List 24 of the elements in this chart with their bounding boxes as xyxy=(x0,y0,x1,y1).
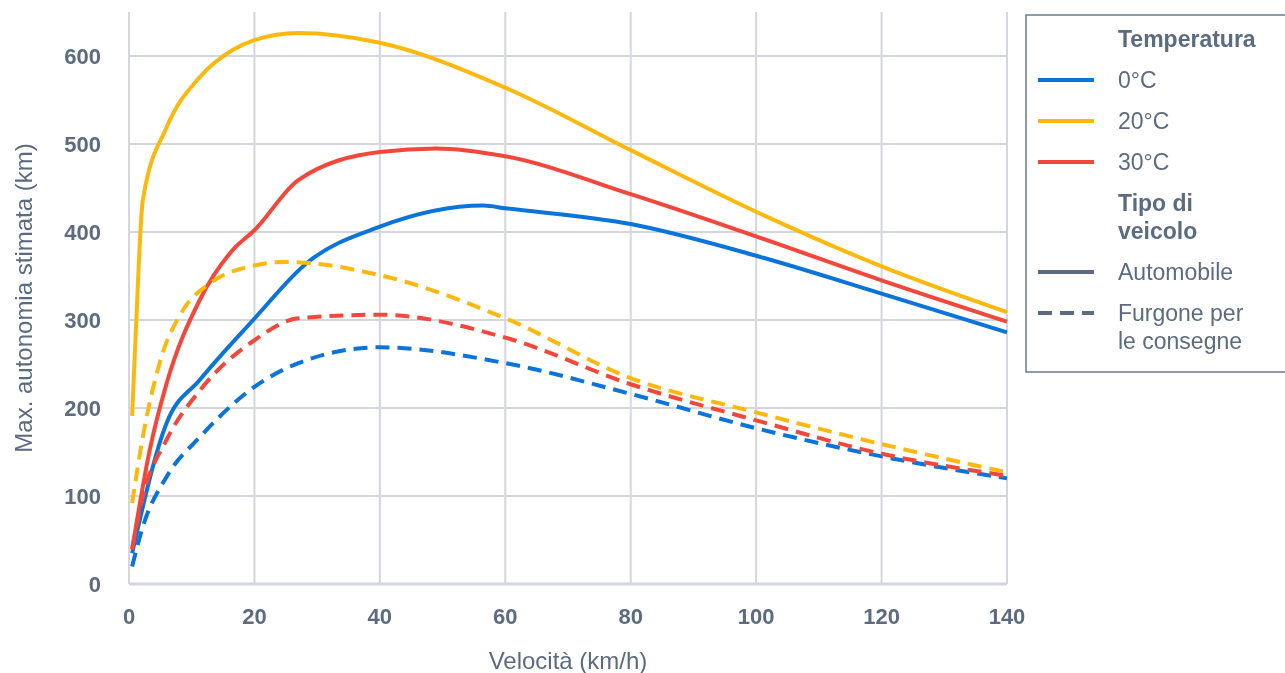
y-tick-label: 500 xyxy=(64,131,101,157)
y-tick-label: 400 xyxy=(64,219,101,245)
legend-title: Temperatura xyxy=(1118,26,1256,53)
text: Furgone per le consegne xyxy=(1118,300,1244,354)
y-tick-label: 0 xyxy=(88,571,101,597)
y-tick-label: 300 xyxy=(64,307,101,333)
y-tick-label: 200 xyxy=(64,395,101,421)
x-tick-label: 100 xyxy=(737,604,775,629)
y-axis-title: Max. autonomia stimata (km) xyxy=(10,143,37,453)
x-tick-label: 120 xyxy=(863,604,900,629)
y-tick-label: 600 xyxy=(64,43,101,69)
legend-label: 20°C xyxy=(1118,108,1170,135)
x-tick-label: 80 xyxy=(618,604,643,629)
x-tick-label: 20 xyxy=(242,604,267,629)
x-tick-label: 0 xyxy=(122,604,136,629)
text: Tipo di veicolo xyxy=(1118,190,1198,244)
legend-label: 30°C xyxy=(1118,149,1170,176)
y-tick-label: 100 xyxy=(64,483,101,509)
x-tick-label: 60 xyxy=(493,604,518,629)
line-series xyxy=(130,31,1009,418)
legend-label: 0°C xyxy=(1118,67,1157,94)
text: Automobile xyxy=(1118,259,1234,286)
x-tick-label: 40 xyxy=(367,604,393,629)
x-tick-label: 140 xyxy=(988,604,1026,629)
